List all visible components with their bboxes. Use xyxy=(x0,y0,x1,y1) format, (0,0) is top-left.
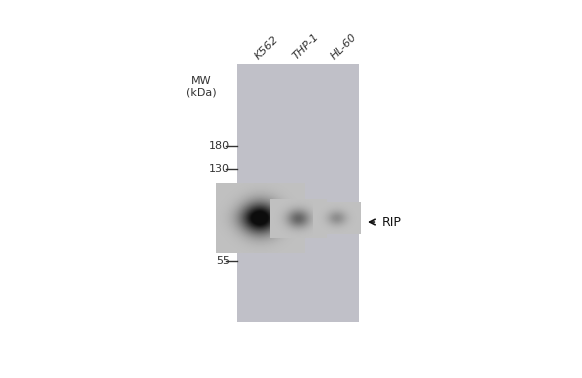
Text: 130: 130 xyxy=(209,164,230,174)
Text: THP-1: THP-1 xyxy=(291,31,321,61)
Text: RIP: RIP xyxy=(382,215,402,229)
Bar xyxy=(237,64,359,322)
Text: MW
(kDa): MW (kDa) xyxy=(186,76,217,98)
Text: 95: 95 xyxy=(215,190,230,200)
Text: K562: K562 xyxy=(253,34,280,61)
Text: HL-60: HL-60 xyxy=(329,32,359,61)
Text: 55: 55 xyxy=(216,256,230,266)
Text: 72: 72 xyxy=(215,219,230,229)
Text: 180: 180 xyxy=(208,141,230,151)
